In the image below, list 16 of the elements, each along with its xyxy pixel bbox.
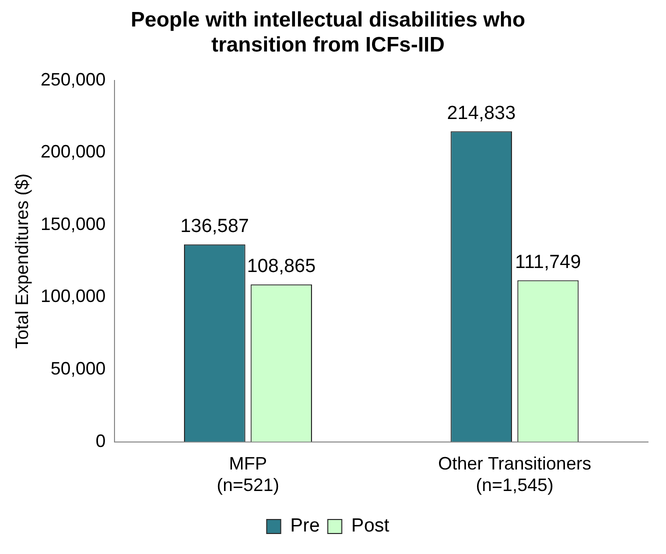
data-label: 111,749 <box>515 252 581 273</box>
chart-title: People with intellectual disabilities who transition from ICFs-IID <box>130 8 526 57</box>
x-tick-label: MFP (n=521) <box>216 454 280 496</box>
data-label: 136,587 <box>180 216 250 238</box>
y-tick-label: 200,000 <box>40 142 106 162</box>
x-tick-label: Other Transitioners (n=1,545) <box>438 454 592 496</box>
y-tick-label: 150,000 <box>40 214 106 234</box>
y-tick-label: 50,000 <box>50 358 106 378</box>
legend-label: Pre <box>290 516 320 537</box>
data-label: 214,833 <box>446 102 516 124</box>
y-tick-label: 100,000 <box>40 286 106 306</box>
data-label: 108,865 <box>246 256 316 278</box>
y-axis-title: Total Expenditures ($) <box>12 174 32 349</box>
y-tick-label: 250,000 <box>40 69 106 90</box>
legend-label: Post <box>351 516 390 537</box>
y-tick-label: 0 <box>96 430 106 451</box>
